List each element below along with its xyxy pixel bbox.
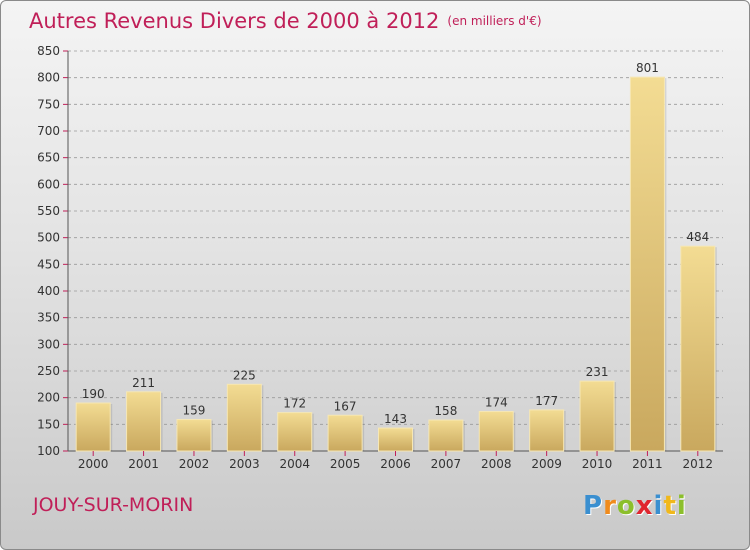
brand-letter: o (616, 491, 636, 521)
x-tick-label: 2010 (582, 457, 613, 471)
brand-letter: r (603, 491, 617, 521)
data-label: 211 (132, 376, 155, 390)
x-tick-label: 2009 (531, 457, 562, 471)
bar (629, 76, 665, 452)
x-tick-label: 2001 (128, 457, 159, 471)
location-label: JOUY-SUR-MORIN (33, 494, 194, 516)
chart-title-text: Autres Revenus Divers de 2000 à 2012 (29, 9, 440, 33)
y-tick-label: 750 (37, 97, 60, 111)
bar (327, 414, 363, 452)
y-tick-label: 250 (37, 364, 60, 378)
y-tick-label: 650 (37, 151, 60, 165)
y-tick-label: 200 (37, 391, 60, 405)
x-tick-label: 2011 (632, 457, 663, 471)
bar (176, 419, 212, 452)
chart-title: Autres Revenus Divers de 2000 à 2012 (en … (29, 9, 542, 33)
bar (378, 427, 413, 452)
bar (277, 412, 313, 452)
data-label: 158 (434, 404, 457, 418)
data-label: 231 (586, 365, 609, 379)
brand-letter: i (676, 491, 687, 521)
data-label: 159 (183, 404, 206, 418)
bar (579, 380, 615, 452)
bar (126, 391, 162, 452)
y-tick-label: 600 (37, 177, 60, 191)
data-label: 225 (233, 368, 256, 382)
y-tick-label: 700 (37, 124, 60, 138)
x-tick-label: 2003 (229, 457, 260, 471)
data-label: 174 (485, 396, 508, 410)
x-tick-label: 2002 (179, 457, 210, 471)
bar (428, 419, 464, 452)
y-tick-label: 450 (37, 257, 60, 271)
y-tick-label: 800 (37, 71, 60, 85)
data-label: 801 (636, 61, 659, 75)
y-tick-label: 300 (37, 337, 60, 351)
data-label: 172 (283, 397, 306, 411)
chart-subtitle: (en milliers d'€) (447, 14, 542, 28)
brand-letter: i (653, 491, 664, 521)
x-tick-label: 2012 (683, 457, 714, 471)
x-tick-label: 2006 (380, 457, 411, 471)
bar (529, 409, 565, 452)
x-tick-label: 2004 (279, 457, 310, 471)
bar (680, 245, 716, 452)
y-tick-label: 150 (37, 417, 60, 431)
y-tick-label: 550 (37, 204, 60, 218)
y-tick-label: 400 (37, 284, 60, 298)
brand-letter: t (663, 491, 677, 521)
y-tick-label: 850 (37, 44, 60, 58)
x-tick-label: 2007 (431, 457, 462, 471)
y-tick-label: 100 (37, 444, 60, 458)
brand-letter: P (583, 491, 604, 521)
x-tick-label: 2000 (78, 457, 109, 471)
y-tick-label: 500 (37, 231, 60, 245)
x-tick-label: 2008 (481, 457, 512, 471)
y-tick-label: 350 (37, 311, 60, 325)
data-label: 143 (384, 412, 407, 426)
brand-logo: Proxiti (583, 491, 687, 521)
bar (226, 383, 262, 452)
bar (75, 402, 111, 452)
data-label: 177 (535, 394, 558, 408)
data-label: 484 (686, 230, 709, 244)
bar (478, 411, 514, 452)
data-label: 190 (82, 387, 105, 401)
x-tick-label: 2005 (330, 457, 361, 471)
brand-letter: x (635, 491, 654, 521)
data-label: 167 (334, 399, 357, 413)
